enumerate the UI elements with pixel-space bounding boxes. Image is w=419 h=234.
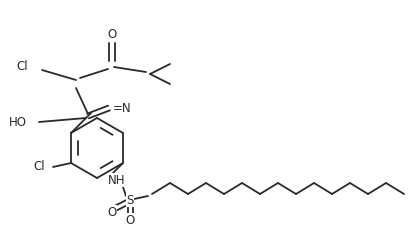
Text: NH: NH: [108, 173, 126, 186]
Text: O: O: [125, 213, 134, 227]
Text: S: S: [126, 194, 134, 206]
Text: Cl: Cl: [34, 161, 45, 173]
Text: Cl: Cl: [16, 59, 28, 73]
Text: HO: HO: [9, 116, 27, 128]
Text: O: O: [107, 205, 116, 219]
Text: O: O: [107, 29, 116, 41]
Text: =N: =N: [113, 102, 132, 114]
